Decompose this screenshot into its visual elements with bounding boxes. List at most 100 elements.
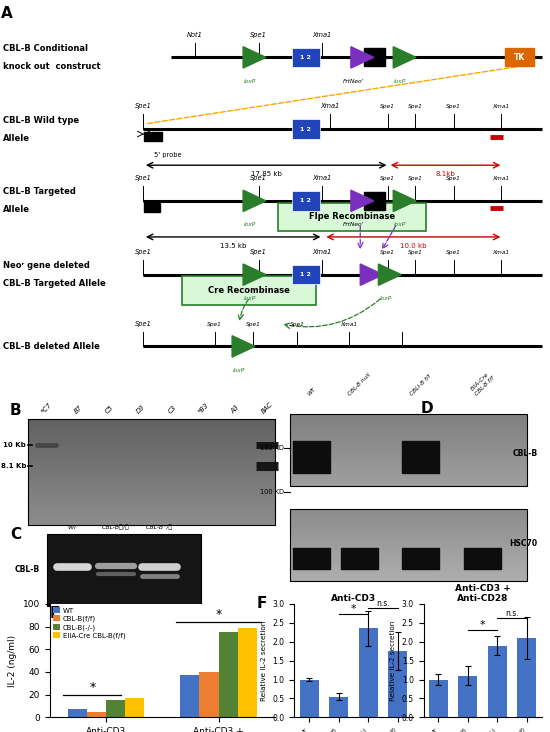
Bar (289, 419, 527, 421)
Bar (28, 495, 275, 497)
FancyBboxPatch shape (402, 441, 439, 473)
Bar (292, 265, 320, 285)
Bar (289, 430, 527, 433)
Bar (289, 509, 527, 512)
Bar (28, 458, 275, 460)
Bar (28, 440, 275, 442)
Polygon shape (351, 190, 374, 212)
Text: Spe1: Spe1 (245, 321, 261, 326)
Text: Xma1: Xma1 (340, 321, 358, 326)
Bar (289, 519, 527, 521)
Bar (28, 497, 275, 498)
Bar (289, 474, 527, 477)
Title: Anti-CD3: Anti-CD3 (331, 594, 376, 603)
Text: CBL-B deleted Allele: CBL-B deleted Allele (3, 342, 100, 351)
Bar (364, 192, 385, 210)
Bar (289, 436, 527, 438)
Bar (289, 424, 527, 426)
FancyBboxPatch shape (505, 48, 534, 67)
FancyBboxPatch shape (294, 441, 331, 473)
Text: CBL-B Targeted Allele: CBL-B Targeted Allele (3, 279, 106, 288)
Bar (289, 414, 527, 417)
Bar (289, 560, 527, 562)
Text: C5: C5 (104, 404, 115, 414)
Bar (28, 467, 275, 468)
Text: B7: B7 (73, 404, 84, 414)
Bar (28, 456, 275, 458)
Bar (28, 479, 275, 481)
Text: HSC70: HSC70 (509, 539, 538, 548)
Text: Spe1: Spe1 (380, 105, 395, 110)
Bar (289, 441, 527, 443)
Bar (28, 446, 275, 447)
Polygon shape (232, 336, 255, 357)
Text: *: * (480, 619, 486, 630)
Bar (28, 488, 275, 490)
Text: n.s.: n.s. (505, 608, 519, 618)
Text: 1 2: 1 2 (300, 127, 311, 132)
Bar (28, 502, 275, 504)
Bar (28, 455, 275, 456)
Bar (180, 676, 200, 717)
Text: Spe1: Spe1 (446, 176, 461, 182)
Bar (289, 469, 527, 471)
Bar (289, 438, 527, 441)
Text: Xma1: Xma1 (312, 175, 331, 182)
Text: 8.1kb: 8.1kb (436, 171, 455, 177)
Bar (28, 419, 275, 421)
Bar (28, 465, 275, 467)
Bar (144, 132, 162, 141)
Polygon shape (243, 47, 266, 68)
Text: Spe1: Spe1 (380, 250, 395, 255)
Bar (28, 430, 275, 431)
Text: loxP: loxP (233, 367, 245, 373)
Bar (289, 471, 527, 474)
Bar (289, 529, 527, 531)
Text: F: F (256, 597, 267, 611)
Bar (289, 455, 527, 458)
Text: loxP: loxP (244, 223, 256, 227)
Text: CBL-B⁺/ᴯ: CBL-B⁺/ᴯ (146, 524, 173, 529)
Bar (388, 651, 407, 717)
Text: 10.0 kb: 10.0 kb (400, 243, 427, 249)
Text: Spe1: Spe1 (380, 176, 395, 182)
Bar (289, 574, 527, 577)
Text: CBL-B: CBL-B (15, 564, 40, 574)
FancyBboxPatch shape (182, 276, 316, 305)
Bar (289, 550, 527, 553)
Bar (106, 701, 125, 717)
Bar (200, 672, 219, 717)
Text: Xma1: Xma1 (492, 250, 509, 255)
Bar (289, 426, 527, 428)
Bar (28, 481, 275, 483)
Bar (28, 472, 275, 474)
FancyBboxPatch shape (294, 548, 331, 569)
Bar (28, 485, 275, 486)
Text: BAC: BAC (260, 400, 274, 414)
Bar (488, 646, 507, 717)
Bar (289, 553, 527, 555)
Text: 5' probe: 5' probe (154, 152, 182, 157)
Text: CBL-Bᴯ/ᴯ: CBL-Bᴯ/ᴯ (102, 524, 130, 529)
Bar (289, 514, 527, 516)
Bar (289, 545, 527, 548)
Bar (144, 203, 159, 212)
Bar (289, 577, 527, 579)
Text: Xma1: Xma1 (320, 103, 340, 110)
Bar (28, 483, 275, 485)
Text: A3: A3 (230, 404, 240, 414)
Bar (238, 628, 257, 717)
Bar (289, 458, 527, 460)
Text: 1 2: 1 2 (300, 198, 311, 203)
Bar (28, 463, 275, 465)
Polygon shape (393, 190, 416, 212)
Text: Allele: Allele (3, 134, 30, 143)
Text: 130 KD: 130 KD (260, 445, 284, 451)
Polygon shape (243, 264, 266, 285)
Bar (292, 48, 320, 67)
Bar (289, 533, 527, 536)
Text: Spe1: Spe1 (135, 175, 151, 182)
Bar (28, 460, 275, 462)
FancyBboxPatch shape (402, 548, 439, 569)
Text: knock out  construct: knock out construct (3, 62, 100, 71)
